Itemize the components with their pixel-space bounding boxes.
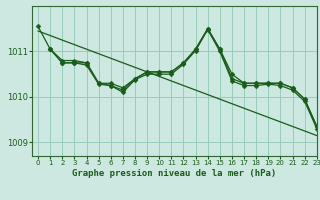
X-axis label: Graphe pression niveau de la mer (hPa): Graphe pression niveau de la mer (hPa) — [72, 169, 276, 178]
